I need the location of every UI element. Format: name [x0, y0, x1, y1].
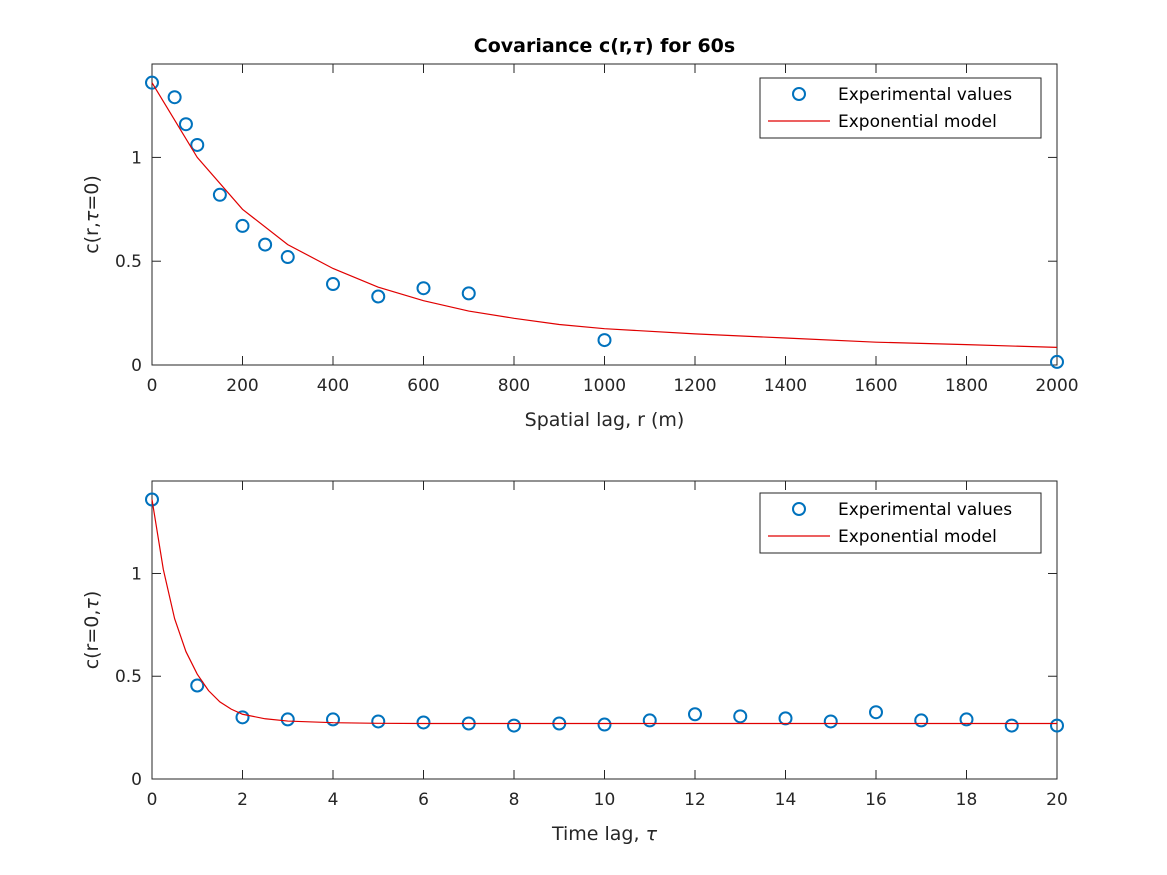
chart-title: Covariance c(r,τ) for 60s	[474, 35, 735, 57]
series-line-exponential-model	[151, 499, 1057, 725]
data-point	[1050, 718, 1064, 733]
data-point	[461, 286, 476, 301]
y-tick-label: 1	[131, 564, 142, 584]
data-point	[869, 705, 883, 720]
x-tick-label: 1000	[583, 376, 626, 396]
data-point	[167, 90, 182, 105]
data-point	[733, 709, 748, 724]
x-tick-label: 10	[594, 790, 616, 810]
x-tick-label: 1800	[945, 376, 988, 396]
data-point	[212, 187, 227, 202]
data-point	[326, 277, 340, 292]
data-point	[235, 710, 250, 725]
x-tick-label: 12	[684, 790, 706, 810]
x-tick-label: 20	[1046, 790, 1068, 810]
x-tick-label: 18	[956, 790, 978, 810]
y-tick-label: 1	[131, 148, 142, 168]
x-tick-label: 0	[147, 790, 158, 810]
data-point	[145, 75, 159, 90]
legend-entry-label: Experimental values	[838, 500, 1012, 520]
data-point	[1004, 718, 1019, 733]
x-axis-label: Time lag, τ	[551, 823, 658, 845]
legend-entry-label: Exponential model	[838, 527, 997, 547]
data-point	[145, 492, 159, 507]
x-tick-label: 200	[226, 376, 258, 396]
data-point	[280, 712, 295, 727]
x-tick-label: 2000	[1035, 376, 1078, 396]
legend: Experimental values Exponential model	[759, 492, 1042, 554]
x-tick-label: 0	[147, 376, 158, 396]
data-point	[371, 714, 386, 729]
series-line-exponential-model	[151, 82, 1058, 348]
data-point	[280, 250, 295, 265]
data-point	[778, 711, 793, 726]
data-point	[914, 713, 929, 728]
data-point	[190, 678, 205, 693]
legend: Experimental values Exponential model	[759, 77, 1042, 139]
data-point	[688, 707, 702, 722]
x-tick-label: 16	[865, 790, 887, 810]
x-tick-label: 600	[407, 376, 439, 396]
data-point	[959, 712, 974, 727]
data-point	[190, 137, 205, 152]
x-axis-label: Spatial lag, r (m)	[525, 409, 685, 431]
legend-marker-symbol	[792, 502, 806, 516]
y-axis-label: c(r,τ=0)	[81, 175, 103, 254]
y-tick-label: 0.5	[115, 667, 142, 687]
y-tick-label: 0	[131, 356, 142, 376]
data-point	[178, 117, 193, 132]
legend-entry-label: Exponential model	[838, 112, 997, 132]
data-point	[1050, 354, 1064, 369]
y-tick-label: 0.5	[115, 252, 142, 272]
data-layer	[145, 492, 1064, 733]
data-point	[235, 218, 250, 233]
x-tick-label: 400	[317, 376, 349, 396]
data-point	[507, 718, 521, 733]
data-point	[371, 289, 386, 304]
data-point	[258, 237, 273, 252]
legend-box	[759, 492, 1042, 554]
data-point	[416, 715, 431, 730]
x-tick-label: 14	[775, 790, 797, 810]
x-tick-label: 6	[418, 790, 429, 810]
legend-marker-symbol	[792, 87, 806, 101]
data-point	[597, 333, 612, 348]
x-tick-label: 8	[509, 790, 520, 810]
x-tick-label: 1600	[854, 376, 897, 396]
data-point	[416, 281, 431, 296]
data-point	[823, 714, 838, 729]
legend-box	[759, 77, 1042, 139]
x-tick-label: 1200	[673, 376, 716, 396]
data-point	[597, 717, 612, 732]
x-tick-label: 1400	[764, 376, 807, 396]
data-layer	[145, 75, 1064, 369]
data-point	[326, 712, 340, 727]
x-tick-label: 2	[237, 790, 248, 810]
y-axis-label: c(r=0,τ)	[81, 591, 103, 670]
x-tick-label: 4	[328, 790, 339, 810]
legend-entry-label: Experimental values	[838, 85, 1012, 105]
x-tick-label: 800	[498, 376, 530, 396]
y-tick-label: 0	[131, 770, 142, 790]
data-point	[642, 713, 657, 728]
spatial-covariance-chart: 0 200 400 600 800 1000 1200 1400 1600 1800 2000 0 0.…	[81, 35, 1079, 431]
temporal-covariance-chart: 0 2 4 6 8 10 12 14 16 18 20 0 0.5 1 Time lag, τ c(r=0,τ…	[81, 480, 1068, 845]
